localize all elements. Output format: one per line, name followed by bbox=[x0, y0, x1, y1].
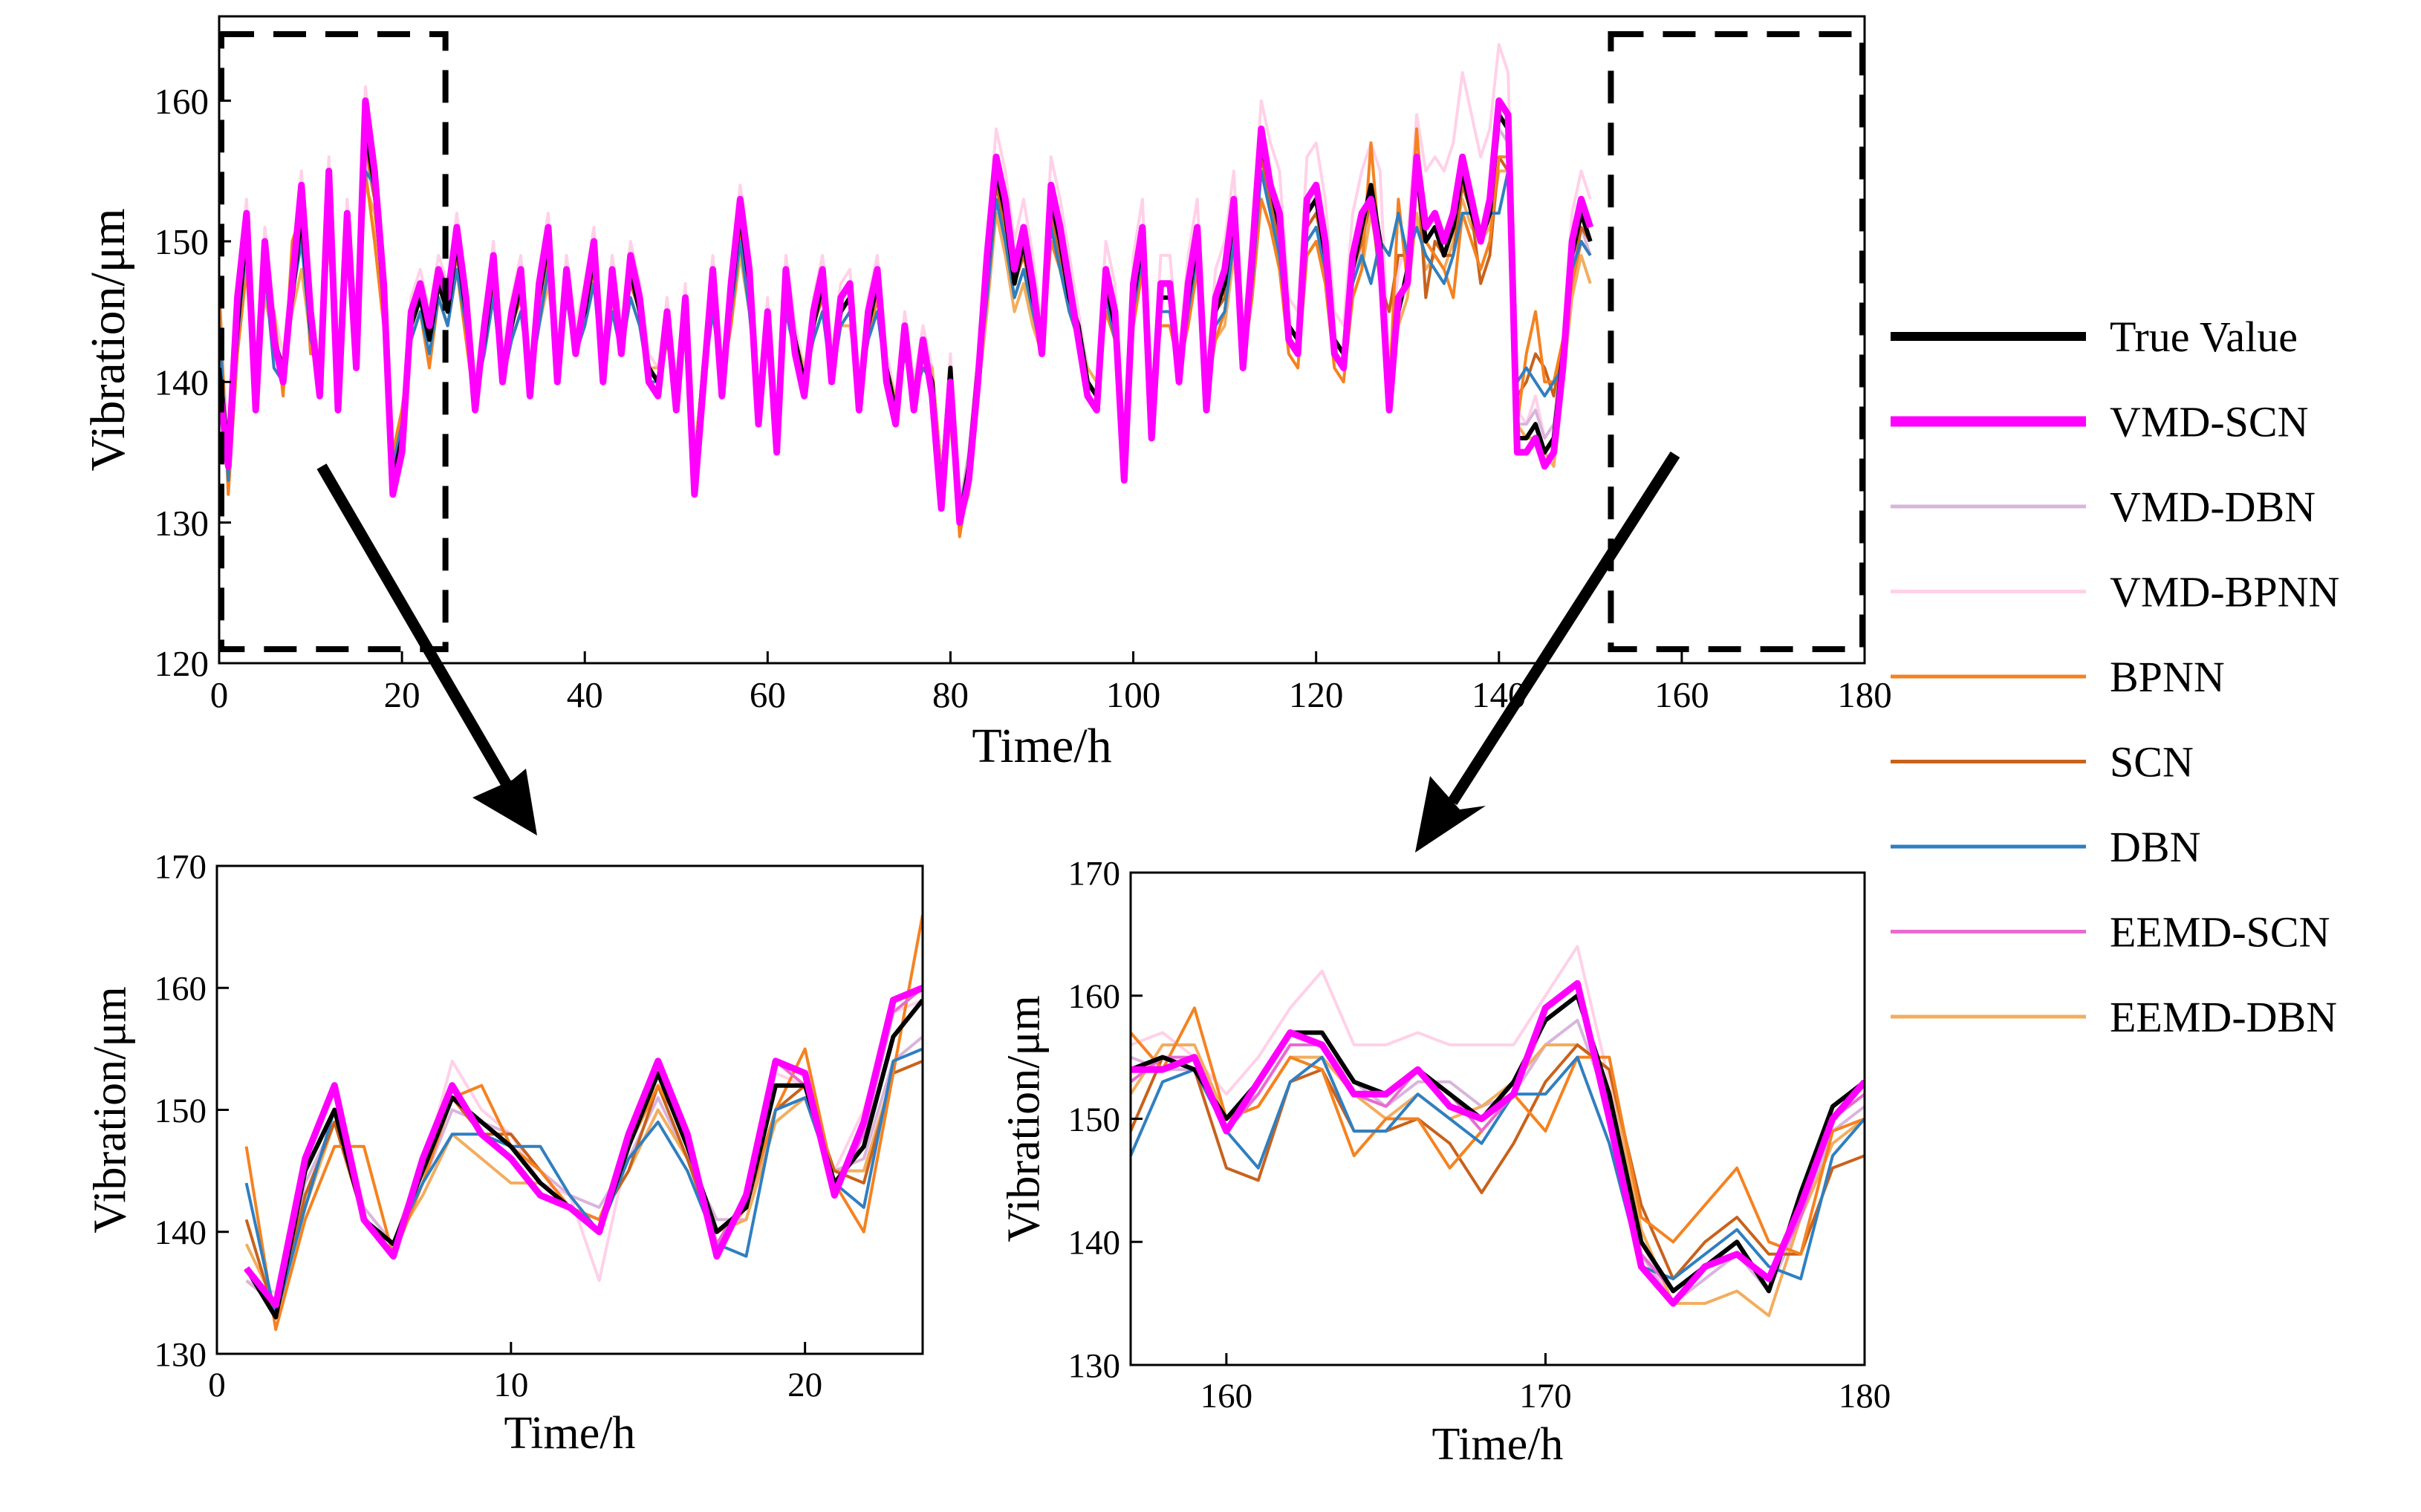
main-xtick-label: 80 bbox=[932, 674, 969, 715]
main-xtick-label: 60 bbox=[750, 674, 786, 715]
zoom-arrow-right bbox=[1447, 451, 1680, 806]
zoom-right-plot: 160 170 180 130 140 150 160 170 Time/h Vibration/… bbox=[999, 854, 1891, 1470]
main-xtick-label: 20 bbox=[384, 674, 420, 715]
main-xlabel: Time/h bbox=[972, 719, 1111, 773]
main-ytick-label: 150 bbox=[155, 221, 209, 262]
main-ylabel: Vibration/μm bbox=[81, 208, 135, 471]
zoom-arrow-left-head bbox=[472, 769, 537, 835]
zoom-left-xlabel: Time/h bbox=[504, 1408, 636, 1459]
legend-label-eemd-dbn: EEMD-DBN bbox=[2110, 993, 2337, 1041]
main-xtick-label: 100 bbox=[1106, 674, 1161, 715]
zoom-left-ytick-label: 130 bbox=[155, 1335, 207, 1374]
zoom-left-line-bpnn bbox=[244, 914, 923, 1332]
main-xtick-label: 40 bbox=[567, 674, 603, 715]
zoom-box-2 bbox=[1608, 31, 1865, 653]
zoom-right-xtick-label: 180 bbox=[1839, 1377, 1891, 1415]
zoom-left-xtick-label: 10 bbox=[493, 1366, 528, 1404]
zoom-right-ytick-label: 170 bbox=[1068, 854, 1121, 893]
zoom-left-ytick-label: 140 bbox=[155, 1213, 207, 1252]
zoom-box-1 bbox=[218, 31, 449, 653]
main-xtick-label: 160 bbox=[1654, 674, 1709, 715]
main-ytick-label: 160 bbox=[155, 81, 209, 122]
zoom-right-ytick-label: 140 bbox=[1068, 1224, 1121, 1262]
main-axes-frame bbox=[218, 15, 1866, 665]
zoom-right-line-true-value bbox=[1131, 993, 1865, 1294]
zoom-right-ytick-label: 130 bbox=[1068, 1346, 1121, 1385]
legend-label-vmd-dbn: VMD-DBN bbox=[2110, 483, 2316, 531]
main-xtick-label: 0 bbox=[210, 674, 229, 715]
main-ytick-label: 130 bbox=[155, 503, 209, 544]
zoom-left-ylabel: Vibration/μm bbox=[85, 986, 136, 1234]
main-xtick-label: 120 bbox=[1289, 674, 1344, 715]
main-ytick-label: 140 bbox=[155, 362, 209, 403]
main-plot: 0 20 40 60 80 100 120 140 160 180120130140150160T… bbox=[81, 15, 1892, 773]
zoom-right-line-scn bbox=[1131, 1043, 1865, 1280]
zoom-left-ytick-label: 160 bbox=[155, 970, 207, 1008]
zoom-left-line-eemd-dbn bbox=[244, 1059, 923, 1307]
legend-label-bpnn: BPNN bbox=[2110, 653, 2225, 701]
zoom-right-line-eemd-scn bbox=[1131, 994, 1865, 1293]
zoom-right-xlabel: Time/h bbox=[1432, 1419, 1564, 1470]
legend: True Value VMD-SCN VMD-DBN VMD-BPNN BPNN SCN D… bbox=[1891, 313, 2339, 1041]
main-xtick-label: 180 bbox=[1837, 674, 1892, 715]
zoom-left-ytick-label: 150 bbox=[155, 1092, 207, 1130]
zoom-right-xtick-label: 170 bbox=[1519, 1377, 1572, 1415]
zoom-left-xtick-label: 20 bbox=[787, 1366, 822, 1404]
zoom-left-line-dbn bbox=[244, 1047, 923, 1319]
main-ytick-label: 120 bbox=[155, 643, 209, 684]
zoom-arrows bbox=[316, 451, 1680, 853]
zoom-right-line-vmd-dbn bbox=[1131, 1018, 1865, 1306]
zoom-right-ytick-label: 160 bbox=[1068, 977, 1121, 1016]
zoom-left-line-scn bbox=[244, 1059, 923, 1319]
main-series bbox=[219, 42, 1594, 538]
zoom-right-series bbox=[1131, 945, 1865, 1317]
zoom-arrow-left bbox=[316, 463, 518, 798]
zoom-left-xtick-label: 0 bbox=[208, 1366, 226, 1404]
legend-label-vmd-scn: VMD-SCN bbox=[2110, 398, 2309, 446]
zoom-right-line-dbn bbox=[1131, 1055, 1865, 1280]
zoom-left-ytick-label: 170 bbox=[155, 847, 207, 886]
zoom-right-ylabel: Vibration/μm bbox=[999, 995, 1050, 1242]
zoom-arrow-right-head bbox=[1415, 776, 1486, 853]
legend-label-true-value: True Value bbox=[2110, 313, 2298, 361]
zoom-left-series bbox=[244, 914, 923, 1332]
legend-label-scn: SCN bbox=[2110, 738, 2194, 786]
zoom-right-line-vmd-scn bbox=[1131, 980, 1865, 1307]
legend-label-dbn: DBN bbox=[2110, 823, 2200, 871]
legend-label-eemd-scn: EEMD-SCN bbox=[2110, 908, 2330, 957]
zoom-right-xtick-label: 160 bbox=[1200, 1377, 1253, 1415]
zoom-left-plot: 0 10 20 130 140 150 160 170 Time/h Vibration/μm bbox=[85, 847, 924, 1459]
zoom-left-line-vmd-scn bbox=[244, 985, 923, 1309]
zoom-right-ytick-label: 150 bbox=[1068, 1101, 1121, 1139]
legend-label-vmd-bpnn: VMD-BPNN bbox=[2110, 568, 2339, 616]
